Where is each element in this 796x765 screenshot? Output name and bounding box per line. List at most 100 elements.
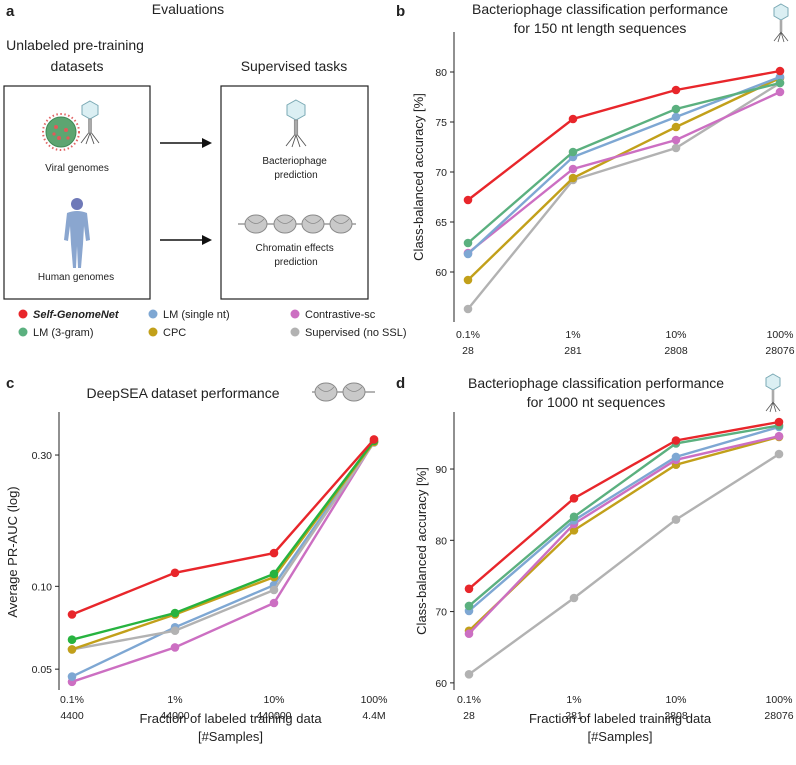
legend-marker	[148, 327, 158, 337]
bacteriophage-prediction-label: Bacteriophage prediction	[262, 156, 329, 181]
y-tick-label: 65	[435, 217, 447, 229]
x-tick-label: 0.1%	[457, 694, 481, 706]
x-tick-sublabel: 2808	[664, 710, 688, 722]
series-line-lm3	[467, 81, 781, 244]
x-tick-label: 10%	[263, 694, 284, 706]
human-figure-icon	[64, 198, 90, 268]
data-point-supervised	[774, 449, 784, 459]
legend-marker	[290, 327, 300, 337]
x-tick-sublabel: 281	[564, 345, 582, 357]
y-tick-label: 0.05	[32, 664, 53, 676]
series-line-self	[71, 438, 375, 616]
x-tick-label: 100%	[767, 329, 794, 341]
panel-d: d Bacteriophage classification performanc…	[396, 375, 794, 744]
data-point-contrastive	[568, 164, 578, 174]
legend-label: CPC	[163, 327, 186, 339]
data-point-contrastive	[170, 643, 180, 652]
data-point-lm3	[775, 78, 785, 88]
right-heading: Supervised tasks	[241, 58, 348, 74]
y-axis-label: Class-balanced accuracy [%]	[414, 467, 429, 635]
viral-genomes-label: Viral genomes	[45, 163, 109, 174]
panel-a: a Evaluations Unlabeled pre-training dat…	[3, 1, 369, 300]
data-point-lm3	[569, 512, 579, 522]
data-point-supervised	[269, 585, 279, 595]
data-point-self	[775, 66, 785, 76]
chromatin-prediction-label: Chromatin effects prediction	[256, 243, 337, 268]
panel-a-title: Evaluations	[152, 1, 224, 17]
data-point-cpc	[671, 122, 681, 132]
data-point-lmsingle	[463, 249, 473, 259]
data-point-cpc	[463, 275, 473, 285]
legend-label: LM (single nt)	[163, 309, 230, 321]
data-point-self	[671, 85, 681, 95]
chart-title: Bacteriophage classification performance…	[468, 375, 724, 410]
nucleosome-icon	[312, 382, 375, 402]
data-point-self	[671, 436, 681, 445]
human-genomes-label: Human genomes	[38, 272, 114, 283]
data-point-supervised	[170, 626, 180, 635]
data-point-lmsingle	[67, 672, 77, 681]
bacteriophage-icon	[285, 99, 307, 148]
bacteriophage-icon	[765, 373, 781, 413]
series-line-self	[467, 69, 781, 201]
panel-a-label: a	[6, 3, 15, 20]
series-line-self	[468, 420, 780, 590]
x-tick-label: 1%	[167, 694, 182, 706]
data-point-cpc	[569, 526, 579, 535]
x-tick-sublabel: 4400	[60, 710, 84, 722]
data-point-lmsingle	[671, 452, 681, 462]
series-line-contrastive	[468, 435, 780, 635]
legend-marker	[18, 327, 28, 337]
series-line-supervised	[71, 441, 375, 651]
data-point-green_c	[170, 608, 180, 618]
data-point-self	[774, 417, 784, 427]
data-point-green_c	[269, 569, 279, 579]
data-point-lmsingle	[775, 72, 785, 82]
series-line-green_c	[71, 440, 375, 641]
data-point-cpc	[568, 173, 578, 183]
data-point-supervised	[671, 515, 681, 524]
data-point-supervised	[671, 143, 681, 153]
data-point-contrastive	[671, 135, 681, 145]
y-tick-label: 75	[435, 117, 447, 129]
data-point-contrastive	[774, 431, 784, 441]
data-point-self	[463, 195, 473, 205]
data-point-self	[269, 548, 279, 558]
y-tick-label: 60	[435, 678, 447, 690]
y-tick-label: 0.10	[32, 581, 53, 593]
left-heading: Unlabeled pre-training datasets	[6, 37, 148, 74]
x-tick-label: 0.1%	[456, 329, 480, 341]
data-point-self	[569, 494, 579, 503]
panel-c-label: c	[6, 375, 14, 392]
x-tick-sublabel: 4.4M	[362, 710, 385, 722]
data-point-lm3	[464, 601, 474, 611]
data-point-self	[67, 610, 77, 619]
y-tick-label: 0.30	[32, 450, 53, 462]
data-point-supervised	[463, 304, 473, 314]
legend: Self-GenomeNet LM (3-gram) LM (single nt) C…	[18, 309, 407, 339]
x-tick-label: 100%	[361, 694, 388, 706]
series-line-cpc	[71, 441, 375, 651]
virus-icon	[42, 113, 80, 151]
panel-b: b Bacteriophage classification performanc…	[396, 1, 795, 357]
legend-label: LM (3-gram)	[33, 327, 94, 339]
data-point-lm3	[671, 104, 681, 114]
x-tick-label: 100%	[766, 694, 793, 706]
series-line-lmsingle	[468, 425, 780, 612]
data-point-self	[369, 435, 379, 444]
legend-label: Supervised (no SSL)	[305, 327, 407, 339]
data-point-contrastive	[775, 87, 785, 97]
series-line-cpc	[467, 76, 781, 281]
data-point-lm3	[568, 147, 578, 157]
data-point-contrastive	[269, 598, 279, 608]
x-tick-sublabel: 440000	[256, 710, 291, 722]
bacteriophage-icon	[773, 3, 789, 43]
x-axis-label: Fraction of labeled training data [#Sampl…	[529, 711, 712, 744]
arrow-viral-to-bacteriophage	[160, 138, 212, 148]
x-tick-sublabel: 28	[462, 345, 474, 357]
x-tick-sublabel: 28	[463, 710, 475, 722]
legend-marker	[148, 309, 158, 319]
nucleosome-icon	[238, 214, 356, 234]
y-tick-label: 70	[435, 607, 447, 619]
legend-label: Self-GenomeNet	[33, 309, 120, 321]
